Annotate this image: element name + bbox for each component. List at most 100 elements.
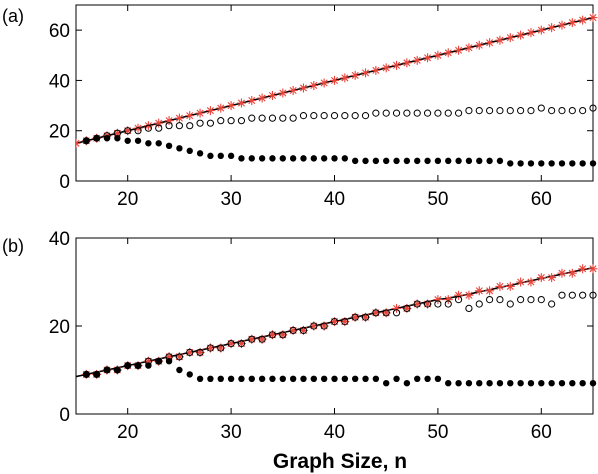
panel-label: (b) xyxy=(2,236,24,256)
filled-circle-marker xyxy=(589,380,597,387)
star-marker xyxy=(319,321,329,331)
open-circle-marker xyxy=(341,318,349,326)
filled-circle-marker xyxy=(351,157,359,165)
open-circle-marker xyxy=(217,344,225,352)
open-circle-marker xyxy=(558,291,566,299)
filled-circle-marker xyxy=(196,375,204,382)
star-marker xyxy=(557,20,567,30)
open-circle-marker xyxy=(248,114,256,122)
filled-circle-marker xyxy=(124,362,131,369)
filled-circle-marker xyxy=(486,157,493,165)
open-circle-marker xyxy=(289,326,297,334)
filled-circle-marker xyxy=(331,155,338,162)
star-marker xyxy=(454,45,464,55)
star-marker xyxy=(392,60,402,70)
star-marker xyxy=(143,356,153,366)
y-tick-label: 0 xyxy=(59,172,70,193)
star-marker xyxy=(350,70,360,80)
star-marker xyxy=(454,290,464,300)
filled-circle-marker xyxy=(238,155,245,162)
open-circle-marker xyxy=(372,109,380,117)
filled-circle-marker xyxy=(155,140,162,147)
filled-circle-marker xyxy=(331,375,338,382)
open-circle-marker xyxy=(506,300,514,308)
star-marker xyxy=(495,35,505,45)
filled-circle-marker xyxy=(103,135,111,142)
open-circle-marker xyxy=(175,122,183,130)
open-circle-marker xyxy=(434,300,442,308)
star-marker xyxy=(123,126,133,136)
y-tick-label: 20 xyxy=(49,317,70,338)
open-circle-marker xyxy=(351,313,359,321)
star-marker xyxy=(76,138,81,148)
open-circle-marker xyxy=(289,114,297,122)
filled-circle-marker xyxy=(269,375,276,382)
star-marker xyxy=(143,121,153,131)
filled-circle-marker xyxy=(414,375,421,382)
star-marker xyxy=(309,321,319,331)
filled-circle-marker xyxy=(227,375,235,382)
star-marker xyxy=(236,98,246,108)
open-circle-marker xyxy=(527,296,535,304)
star-marker xyxy=(267,91,277,101)
star-marker xyxy=(205,106,215,116)
star-marker xyxy=(516,277,526,287)
filled-circle-marker xyxy=(507,380,514,387)
star-marker xyxy=(423,53,433,63)
star-marker xyxy=(278,88,288,98)
filled-circle-marker xyxy=(227,152,235,160)
open-circle-marker xyxy=(279,114,287,122)
filled-circle-marker xyxy=(372,375,380,382)
filled-circle-marker xyxy=(424,375,431,382)
open-circle-marker xyxy=(134,127,142,135)
star-marker xyxy=(485,38,495,48)
star-marker xyxy=(288,325,298,335)
open-circle-marker xyxy=(579,107,587,115)
open-circle-marker xyxy=(227,117,235,125)
open-circle-marker xyxy=(268,331,277,339)
open-circle-marker xyxy=(403,109,411,117)
open-circle-marker xyxy=(382,109,390,117)
filled-circle-marker xyxy=(93,371,100,378)
open-circle-marker xyxy=(444,109,452,117)
star-marker xyxy=(526,28,536,38)
open-circle-marker xyxy=(434,109,442,117)
filled-circle-marker xyxy=(465,157,473,165)
open-circle-marker xyxy=(486,107,494,115)
star-marker xyxy=(443,48,453,58)
star-marker xyxy=(547,23,557,33)
star-marker xyxy=(195,108,205,118)
open-circle-marker xyxy=(206,344,215,352)
open-circle-marker xyxy=(486,296,494,304)
filled-circle-marker xyxy=(114,135,121,142)
open-circle-marker xyxy=(165,122,173,130)
filled-circle-marker xyxy=(289,375,297,382)
star-marker xyxy=(247,334,257,344)
star-marker xyxy=(257,334,267,344)
star-marker xyxy=(185,347,195,357)
filled-circle-marker xyxy=(579,160,586,167)
y-tick-label: 40 xyxy=(49,71,70,92)
filled-circle-marker xyxy=(393,157,400,165)
open-circle-marker xyxy=(330,112,339,120)
filled-circle-marker xyxy=(207,152,214,160)
open-circle-marker xyxy=(496,296,504,304)
open-circle-marker xyxy=(361,313,370,321)
filled-circle-marker xyxy=(579,380,586,387)
filled-circle-marker xyxy=(145,362,152,369)
open-circle-marker xyxy=(423,109,432,117)
star-marker xyxy=(361,312,371,322)
filled-circle-marker xyxy=(496,157,504,165)
y-tick-label: 20 xyxy=(49,122,70,143)
open-circle-marker xyxy=(237,117,246,125)
y-tick-label: 0 xyxy=(59,405,70,426)
star-marker xyxy=(340,317,350,327)
open-circle-marker xyxy=(537,104,545,112)
x-tick-label: 20 xyxy=(117,189,138,210)
open-circle-marker xyxy=(548,300,556,308)
star-marker xyxy=(330,75,339,85)
filled-circle-marker xyxy=(496,380,504,387)
filled-circle-marker xyxy=(176,366,183,374)
filled-circle-marker xyxy=(383,380,390,387)
filled-circle-marker xyxy=(124,137,131,144)
